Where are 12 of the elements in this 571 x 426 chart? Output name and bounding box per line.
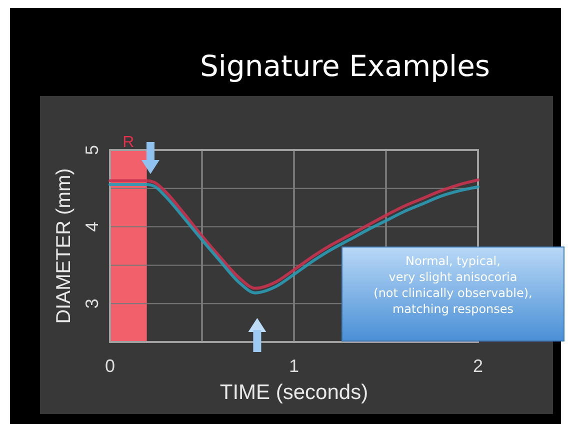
y-tick-label: 5: [82, 144, 102, 156]
x-tick-label: 1: [288, 356, 300, 376]
y-axis-title: DIAMETER (mm): [53, 168, 75, 324]
y-tick-label: 4: [82, 222, 102, 232]
x-tick-label: 2: [472, 356, 484, 376]
x-axis-title: TIME (seconds): [220, 381, 368, 404]
band-label: R: [122, 134, 134, 151]
chart-title: Signature Examples: [200, 49, 490, 83]
y-tick-label: 3: [82, 298, 102, 309]
note-box: Normal, typical, very slight anisocoria (not clinically observable), matching responses: [342, 246, 564, 342]
x-tick-label: 0: [104, 356, 116, 376]
annotation: Normal, typical, very slight anisocoria (not clinically observable), matching responses: [374, 254, 532, 316]
